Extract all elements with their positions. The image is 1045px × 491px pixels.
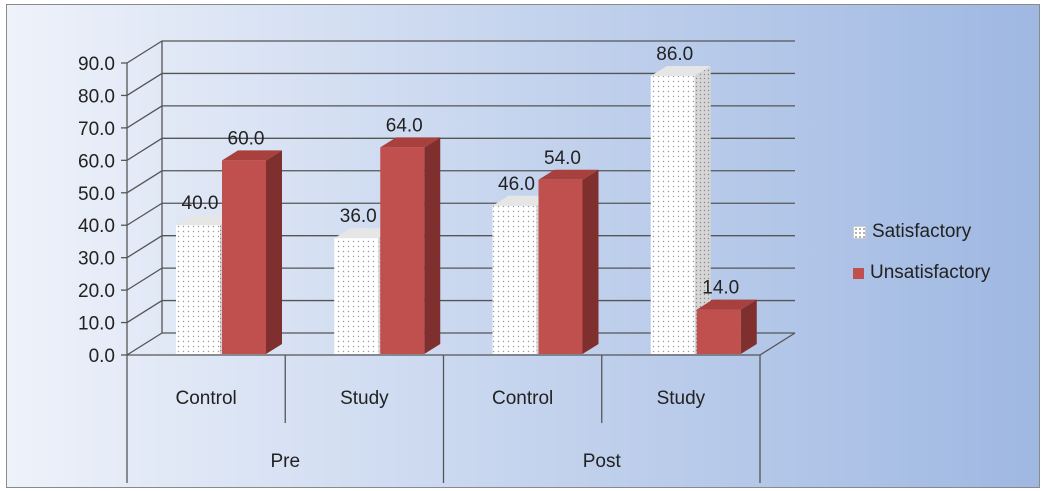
bar-top [696,299,757,310]
bars [176,65,757,354]
legend-label-unsatisfactory: Unsatisfactory [870,262,991,283]
y-tick-label: 80.0 [78,86,115,107]
axes: 0.0 10.0 20.0 30.0 40.0 50.0 60.0 70.0 80.0 90.0 [78,41,796,483]
bar [650,75,695,354]
y-tick-label: 70.0 [78,119,115,140]
bar [380,147,425,354]
group-label: Pre [270,451,300,472]
data-label: 64.0 [386,115,423,136]
bar-top [334,228,395,239]
category-label: Control [176,388,237,409]
legend-swatch-unsatisfactory [853,267,864,279]
y-tick-label: 0.0 [89,346,115,367]
bar-side [424,137,441,354]
bar-side [582,169,599,354]
data-label: 36.0 [340,206,377,227]
category-label: Study [340,388,389,409]
bar [538,179,583,354]
legend-item-unsatisfactory: Unsatisfactory [853,262,990,284]
bar [492,205,537,354]
bar-top [538,169,599,180]
data-label: 14.0 [702,278,739,299]
y-tick-label: 10.0 [78,314,115,335]
bar-top [650,65,711,76]
data-label: 86.0 [656,44,693,65]
data-label: 40.0 [182,193,219,214]
y-tick-label: 90.0 [78,54,115,75]
group-label: Post [583,451,622,472]
bar-top [380,137,441,148]
chart-canvas: 0.010.020.030.040.050.060.070.080.090.0 … [78,40,796,483]
y-tick-label: 20.0 [78,281,115,302]
legend-swatch-satisfactory [853,225,866,239]
legend-label-satisfactory: Satisfactory [872,221,972,242]
bar-top [492,195,553,206]
legend-item-satisfactory: Satisfactory [853,221,971,243]
bar-top [222,150,282,161]
bar-side [740,299,757,354]
data-label: 54.0 [544,148,581,169]
y-tick-label: 40.0 [78,216,115,237]
bar [222,160,266,354]
bar [176,225,220,354]
chart-frame: 0.0 10.0 20.0 30.0 40.0 50.0 60.0 70.0 80.0 90.0 … [6,4,1040,488]
gridline [126,40,795,64]
data-label: 60.0 [228,128,265,149]
category-label: Study [657,388,706,409]
bar [334,238,379,354]
category-label: Control [492,388,553,409]
labels: Control Study Control Study Pre Post 40.0 36.0 4… [176,44,740,472]
y-tick-label: 30.0 [78,249,115,270]
bar-side [694,65,711,354]
bar-side [266,150,282,354]
y-tick-label: 60.0 [78,151,115,172]
y-tick-label: 50.0 [78,184,115,205]
bar-top [176,215,236,226]
bar [696,309,741,354]
data-label: 46.0 [498,174,535,195]
